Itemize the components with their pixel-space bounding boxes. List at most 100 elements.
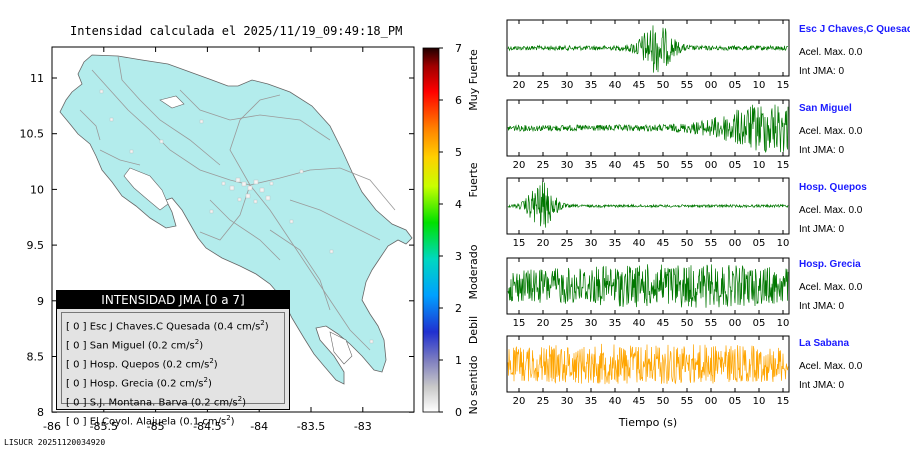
seismogram-x-tick-label: 55 (681, 396, 694, 407)
seismogram-x-tick-label: 55 (705, 238, 718, 249)
golfo-dulce (329, 331, 353, 365)
seismogram-x-tick-label: 45 (633, 80, 646, 91)
seismogram-x-tick-label: 10 (753, 80, 766, 91)
legend-accel-exp: 2 (203, 375, 208, 384)
seismogram-x-tick-label: 25 (537, 396, 550, 407)
legend-level: [ 0 ] (66, 415, 87, 427)
seismogram-x-tick-label: 15 (777, 396, 790, 407)
legend-accel-exp: 2 (260, 319, 265, 327)
seismogram-x-tick-label: 35 (585, 396, 598, 407)
chart-title: Intensidad calculada el 2025/11/19_09:49… (70, 24, 403, 38)
city-markers (99, 89, 374, 344)
seismogram-x-tick-label: 05 (753, 238, 766, 249)
station-intensity: Int JMA: 0 (799, 145, 845, 156)
seismogram-x-tick-label: 00 (705, 160, 718, 171)
legend-entry: [ 0 ] S.J. Montana. Barva (0.2 cm/s2) (66, 392, 280, 411)
legend-station: Hosp. Grecia (89, 378, 154, 390)
seismogram-x-tick-label: 50 (657, 396, 670, 407)
seismogram-x-tick-label: 35 (609, 318, 622, 329)
map-y-tick-label: 11 (30, 72, 44, 85)
seismogram-x-tick-label: 30 (561, 160, 574, 171)
station-name: San Miguel (799, 103, 852, 114)
seismogram-x-tick-label: 40 (633, 318, 646, 329)
seismogram-x-tick-label: 20 (513, 396, 526, 407)
seismogram-x-tick-label: 00 (705, 80, 718, 91)
station-accel: Acel. Max. 0.0 (799, 282, 863, 293)
seismogram-x-tick-label: 25 (561, 318, 574, 329)
map-x-tick-label: -84 (250, 420, 268, 433)
seismogram-panel: 20 25 30 35 40 45 50 55 00 05 10 15 20 25 30 35 40 45 50 55… (506, 19, 790, 429)
seismogram-0: 20 25 30 35 40 45 50 55 00 05 10 15 (506, 19, 790, 91)
legend-list: [ 0 ] Esc J Chaves.C Quesada (0.4 cm/s2)… (61, 312, 285, 427)
seismogram-x-tick-label: 55 (705, 318, 718, 329)
seismogram-xlabel: Tiempo (s) (618, 416, 677, 429)
station-intensity: Int JMA: 0 (799, 380, 845, 391)
legend-level: [ 0 ] (66, 340, 87, 352)
map-x-tick-label: -83 (354, 420, 372, 433)
seismogram-x-tick-label: 35 (585, 80, 598, 91)
lake-arenal (159, 95, 185, 109)
legend-accel-close: ) (213, 359, 218, 371)
legend-station: S.J. Montana. Barva (89, 397, 188, 409)
seismogram-trace (507, 181, 789, 228)
road-network (79, 55, 396, 351)
seismogram-x-tick-label: 20 (513, 80, 526, 91)
legend-accel-close: ) (230, 415, 235, 427)
legend-accel-exp: 2 (237, 394, 243, 403)
seismogram-x-tick-label: 20 (537, 318, 550, 329)
seismogram-x-tick-label: 45 (657, 238, 670, 249)
legend-accel-exp: 2 (194, 337, 200, 346)
seismogram-x-tick-label: 05 (729, 160, 742, 171)
station-intensity: Int JMA: 0 (799, 66, 845, 77)
seismogram-trace (507, 104, 789, 153)
legend-entry: [ 0 ] El Coyol. Alajuela (0.1 cm/s2) (66, 411, 280, 430)
seismogram-2: 15 20 25 30 35 40 45 50 55 00 05 10 (506, 177, 790, 249)
footer-id: LISUCR 20251120034920 (4, 438, 106, 447)
legend-accel: (0.2 cm/s (156, 378, 204, 390)
seismogram-trace (507, 264, 789, 308)
legend-accel: (0.2 cm/s (147, 340, 195, 352)
legend-accel-exp: 2 (226, 413, 231, 422)
legend-entry: [ 0 ] San Miguel (0.2 cm/s2) (66, 335, 280, 354)
map-y-tick-label: 10 (30, 183, 44, 196)
colorbar-tick-label: 0 (455, 406, 462, 419)
colorbar-tick-label: 3 (455, 250, 462, 263)
map-x-tick-label: -85.5 (90, 420, 118, 433)
seismogram-x-tick-label: 40 (609, 80, 622, 91)
intensity-legend: INTENSIDAD JMA [0 a 7] [ 0 ] Esc J Chave… (56, 290, 290, 427)
seismogram-x-tick-label: 15 (777, 160, 790, 171)
seismogram-x-tick-label: 15 (513, 238, 526, 249)
seismogram-x-tick-label: 35 (609, 238, 622, 249)
colorbar-category-label: Fuerte (467, 162, 480, 197)
colorbar-category-label: Muy Fuerte (467, 49, 480, 111)
legend-station: El Coyol. Alajuela (89, 415, 177, 427)
legend-accel-close: ) (242, 397, 247, 409)
seismogram-x-tick-label: 30 (585, 238, 598, 249)
colorbar-category-label: Moderado (467, 244, 480, 299)
map-y-tick-label: 9.5 (27, 239, 45, 252)
seismogram-x-tick-label: 10 (753, 396, 766, 407)
legend-accel: (0.2 cm/s (190, 397, 238, 409)
legend-entry: [ 0 ] Hosp. Quepos (0.2 cm/s2) (66, 354, 280, 373)
map-axes: -86 -85.5 -85 -84.5 -84 -83.5 -83 11 10.5 10 9.5 9 8… (20, 47, 414, 433)
seismogram-x-tick-label: 20 (537, 238, 550, 249)
map-x-tick-label: -83.5 (297, 420, 325, 433)
seismogram-x-tick-label: 00 (729, 318, 742, 329)
seismogram-x-tick-label: 15 (513, 318, 526, 329)
station-name: Hosp. Grecia (799, 259, 861, 270)
seismogram-x-tick-label: 25 (537, 160, 550, 171)
seismogram-x-tick-label: 25 (561, 238, 574, 249)
legend-accel-close: ) (199, 340, 204, 352)
seismogram-x-tick-label: 10 (753, 160, 766, 171)
colorbar-tick-label: 4 (455, 198, 462, 211)
legend-level: [ 0 ] (66, 359, 87, 371)
legend-station: San Miguel (89, 340, 145, 352)
seismogram-x-tick-label: 00 (705, 396, 718, 407)
seismogram-x-tick-label: 40 (633, 238, 646, 249)
colorbar-tick-label: 5 (455, 146, 462, 159)
seismogram-x-tick-label: 05 (753, 318, 766, 329)
colorbar-gradient (422, 47, 440, 413)
seismogram-x-tick-label: 45 (657, 318, 670, 329)
seismogram-x-tick-label: 10 (777, 238, 790, 249)
map-y-tick-label: 8.5 (27, 351, 45, 364)
